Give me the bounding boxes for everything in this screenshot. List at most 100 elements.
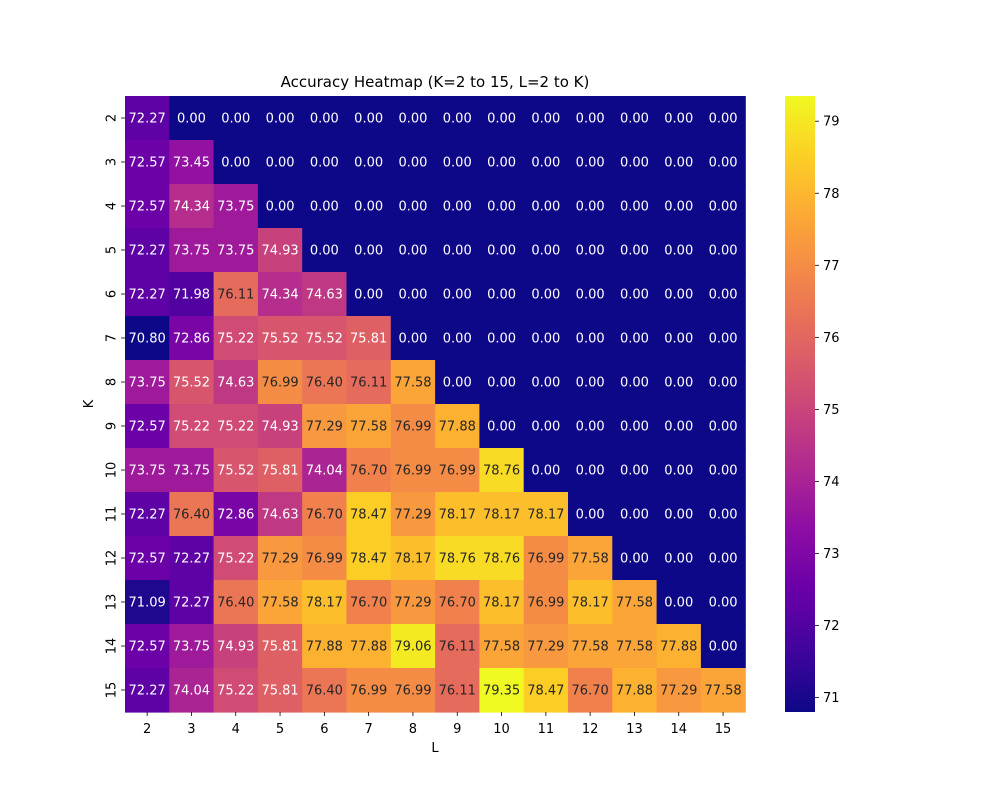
y-tick-label: 9 — [105, 422, 120, 430]
colorbar-tick-label: 76 — [823, 331, 840, 346]
heatmap-cell — [390, 228, 436, 273]
cell-value-label: 75.52 — [217, 464, 254, 479]
heatmap-cell — [169, 668, 215, 713]
heatmap-cell — [125, 492, 170, 537]
cell-value-label: 0.00 — [487, 332, 516, 347]
cell-value-label: 73.75 — [129, 464, 166, 479]
cell-value-label: 0.00 — [177, 112, 206, 127]
cell-value-label: 77.88 — [439, 420, 476, 435]
cell-value-label: 78.76 — [483, 552, 520, 567]
cell-value-label: 74.63 — [306, 288, 343, 303]
x-tick-label: 3 — [187, 722, 195, 737]
heatmap-cell — [302, 668, 348, 713]
cell-value-label: 0.00 — [620, 244, 649, 259]
colorbar — [785, 96, 815, 712]
heatmap-cell — [435, 228, 480, 273]
heatmap-cell — [213, 140, 259, 185]
cell-value-label: 0.00 — [576, 288, 605, 303]
heatmap-cell — [523, 272, 569, 317]
cell-value-label: 0.00 — [531, 332, 560, 347]
heatmap-cell — [435, 492, 480, 537]
cell-value-label: 77.29 — [394, 508, 431, 523]
colorbar-tick-label: 71 — [823, 691, 840, 706]
heatmap-cell — [479, 140, 525, 185]
heatmap-cell — [479, 536, 525, 581]
cell-value-label: 76.40 — [173, 508, 210, 523]
heatmap-cell — [257, 448, 303, 493]
cell-value-label: 0.00 — [531, 112, 560, 127]
heatmap-cell — [523, 624, 569, 669]
cell-value-label: 75.81 — [261, 464, 298, 479]
heatmap-cell — [169, 140, 215, 185]
cell-value-label: 72.57 — [129, 640, 166, 655]
cell-value-label: 0.00 — [709, 596, 738, 611]
colorbar-tick-label: 79 — [823, 115, 840, 130]
cell-value-label: 0.00 — [709, 244, 738, 259]
heatmap-cell — [302, 360, 348, 405]
heatmap-cell — [302, 580, 348, 625]
cell-value-label: 0.00 — [709, 464, 738, 479]
cell-value-label: 77.58 — [616, 596, 653, 611]
cell-value-label: 76.99 — [527, 552, 564, 567]
cell-value-label: 78.17 — [527, 508, 564, 523]
heatmap-cell — [656, 448, 702, 493]
heatmap-cell — [656, 580, 702, 625]
heatmap-cell — [346, 360, 392, 405]
heatmap-cell — [125, 96, 170, 141]
cell-value-label: 75.81 — [261, 640, 298, 655]
heatmap-cell — [169, 316, 215, 361]
heatmap-cell — [700, 448, 746, 493]
cell-value-label: 72.27 — [173, 596, 210, 611]
heatmap-cell — [302, 228, 348, 273]
y-tick-label: 10 — [105, 462, 120, 479]
cell-value-label: 70.80 — [129, 332, 166, 347]
heatmap-cell — [700, 404, 746, 449]
cell-value-label: 0.00 — [443, 112, 472, 127]
heatmap-cell — [656, 184, 702, 229]
y-tick-label: 8 — [105, 378, 120, 386]
cell-value-label: 76.40 — [306, 684, 343, 699]
chart-title: Accuracy Heatmap (K=2 to 15, L=2 to K) — [281, 73, 590, 91]
cell-value-label: 72.27 — [129, 288, 166, 303]
cell-value-label: 77.29 — [660, 684, 697, 699]
heatmap-cell — [257, 316, 303, 361]
heatmap-cell — [435, 272, 480, 317]
heatmap-cell — [213, 448, 259, 493]
heatmap-cell — [568, 96, 613, 141]
heatmap-cell — [523, 580, 569, 625]
cell-value-label: 77.88 — [616, 684, 653, 699]
cell-value-label: 71.09 — [129, 596, 166, 611]
cell-value-label: 76.11 — [350, 376, 387, 391]
heatmap-cell — [523, 96, 569, 141]
cell-value-label: 77.88 — [660, 640, 697, 655]
heatmap-cell — [302, 624, 348, 669]
heatmap-cell — [700, 492, 746, 537]
heatmap-cell — [568, 184, 613, 229]
cell-value-label: 0.00 — [310, 244, 339, 259]
cell-value-label: 0.00 — [487, 200, 516, 215]
heatmap-cell — [479, 360, 525, 405]
x-tick-label: 11 — [538, 722, 555, 737]
heatmap-cell — [700, 536, 746, 581]
cell-value-label: 77.29 — [261, 552, 298, 567]
heatmap-cell — [125, 140, 170, 185]
y-tick-label: 11 — [105, 506, 120, 523]
cell-value-label: 0.00 — [443, 156, 472, 171]
cell-value-label: 78.17 — [483, 508, 520, 523]
cell-value-label: 79.06 — [394, 640, 431, 655]
heatmap-cell — [169, 228, 215, 273]
cell-value-label: 0.00 — [576, 464, 605, 479]
cell-value-label: 0.00 — [354, 156, 383, 171]
heatmap-cell — [125, 580, 170, 625]
heatmap-cell — [169, 624, 215, 669]
heatmap-cell — [125, 316, 170, 361]
cell-value-label: 72.27 — [129, 508, 166, 523]
cell-value-label: 0.00 — [576, 376, 605, 391]
cell-value-label: 0.00 — [709, 332, 738, 347]
cell-value-label: 0.00 — [620, 332, 649, 347]
colorbar-tick-label: 78 — [823, 187, 840, 202]
heatmap-cell — [656, 360, 702, 405]
heatmap-cell — [612, 316, 658, 361]
cell-value-label: 0.00 — [664, 288, 693, 303]
